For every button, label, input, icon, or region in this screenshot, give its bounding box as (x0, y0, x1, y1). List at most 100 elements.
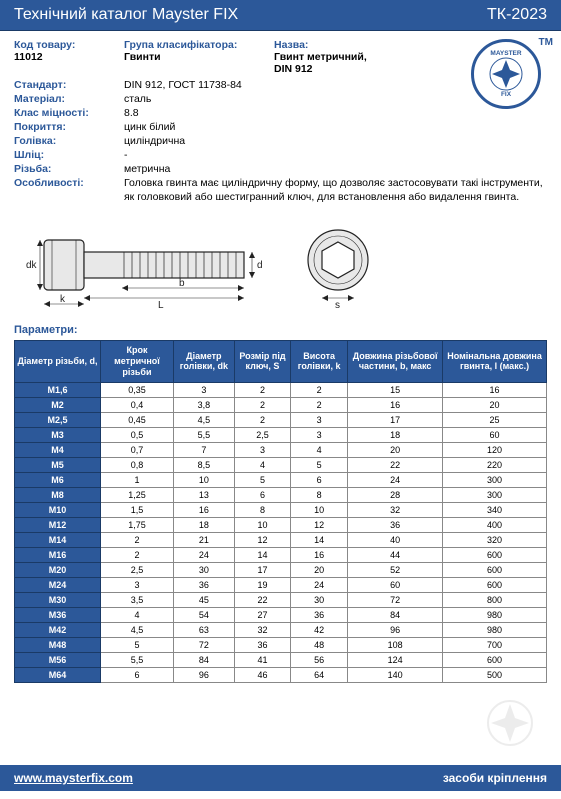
standard-label: Стандарт: (14, 79, 124, 91)
table-cell: 4,5 (101, 622, 174, 637)
table-cell: 30 (291, 592, 348, 607)
label-k: k (60, 294, 66, 305)
table-row: M40,773420120 (15, 442, 547, 457)
table-cell: 30 (173, 562, 234, 577)
col-header: Розмір під ключ, S (234, 341, 290, 382)
table-cell: 17 (348, 412, 443, 427)
table-cell: 28 (348, 487, 443, 502)
table-row: M101,51681032340 (15, 502, 547, 517)
table-cell: M12 (15, 517, 101, 532)
table-cell: 18 (348, 427, 443, 442)
footer-bar: www.maysterfix.com засоби кріплення (0, 765, 561, 791)
table-cell: M4 (15, 442, 101, 457)
table-cell: 46 (234, 667, 290, 682)
table-cell: 1,25 (101, 487, 174, 502)
col-header: Висота голівки, k (291, 341, 348, 382)
bolt-top-view: s (298, 220, 398, 310)
table-row: M565,5844156124600 (15, 652, 547, 667)
table-cell: 36 (291, 607, 348, 622)
table-cell: 8,5 (173, 457, 234, 472)
technical-diagram: dk k L b d s (0, 210, 561, 320)
head-value: циліндрична (124, 135, 185, 147)
table-row: M2,50,454,5231725 (15, 412, 547, 427)
table-cell: 2 (234, 412, 290, 427)
table-cell: M42 (15, 622, 101, 637)
name-label: Назва: (274, 39, 424, 51)
thread-label: Різьба: (14, 163, 124, 175)
table-cell: 2,5 (101, 562, 174, 577)
table-row: M81,25136828300 (15, 487, 547, 502)
header-code: ТК-2023 (487, 6, 547, 24)
logo-top: MAYSTER (474, 50, 538, 57)
table-cell: 22 (234, 592, 290, 607)
table-cell: 20 (348, 442, 443, 457)
strength-label: Клас міцності: (14, 107, 124, 119)
tm-mark: TM (539, 37, 553, 48)
table-cell: M24 (15, 577, 101, 592)
table-row: M121,7518101236400 (15, 517, 547, 532)
table-cell: 41 (234, 652, 290, 667)
table-cell: 5,5 (101, 652, 174, 667)
table-cell: 32 (234, 622, 290, 637)
table-cell: 14 (234, 547, 290, 562)
slot-value: - (124, 149, 128, 161)
table-row: M485723648108700 (15, 637, 547, 652)
table-cell: 48 (291, 637, 348, 652)
table-row: M61105624300 (15, 472, 547, 487)
table-cell: 980 (443, 622, 547, 637)
table-cell: 800 (443, 592, 547, 607)
table-cell: 8 (291, 487, 348, 502)
table-cell: 4 (101, 607, 174, 622)
table-row: M20,43,8221620 (15, 397, 547, 412)
table-cell: 18 (173, 517, 234, 532)
table-cell: 12 (234, 532, 290, 547)
table-cell: 980 (443, 607, 547, 622)
table-cell: 2 (291, 382, 348, 397)
table-cell: 1,75 (101, 517, 174, 532)
table-cell: M16 (15, 547, 101, 562)
table-cell: 17 (234, 562, 290, 577)
header-bar: Технічний каталог Mayster FIX ТК-2023 (0, 0, 561, 31)
table-cell: 120 (443, 442, 547, 457)
table-row: M303,545223072800 (15, 592, 547, 607)
table-cell: M1,6 (15, 382, 101, 397)
product-code: 11012 (14, 51, 124, 63)
slot-label: Шліц: (14, 149, 124, 161)
parameters-table: Діаметр різьби, d,Крок метричної різьбиД… (14, 340, 547, 682)
label-L: L (158, 300, 164, 310)
table-row: M36454273684980 (15, 607, 547, 622)
group-label: Група класифікатора: (124, 39, 274, 51)
watermark-icon (487, 700, 533, 751)
table-cell: M3 (15, 427, 101, 442)
table-cell: 1,5 (101, 502, 174, 517)
footer-url[interactable]: www.maysterfix.com (14, 771, 133, 785)
material-value: сталь (124, 93, 151, 105)
label-s: s (335, 300, 340, 310)
table-cell: 500 (443, 667, 547, 682)
table-cell: 96 (173, 667, 234, 682)
table-cell: 84 (173, 652, 234, 667)
table-cell: 10 (234, 517, 290, 532)
table-cell: 4 (234, 457, 290, 472)
bolt-side-view: dk k L b d (14, 220, 274, 310)
table-cell: M30 (15, 592, 101, 607)
table-cell: 72 (173, 637, 234, 652)
table-cell: 5 (291, 457, 348, 472)
table-cell: 2 (101, 532, 174, 547)
table-cell: 36 (348, 517, 443, 532)
table-cell: 2 (101, 547, 174, 562)
table-cell: 0,35 (101, 382, 174, 397)
table-cell: 3,5 (101, 592, 174, 607)
label-b: b (179, 278, 185, 289)
table-cell: 16 (173, 502, 234, 517)
table-cell: 63 (173, 622, 234, 637)
table-cell: 124 (348, 652, 443, 667)
table-cell: 6 (101, 667, 174, 682)
table-row: M14221121440320 (15, 532, 547, 547)
table-cell: 2 (234, 382, 290, 397)
table-row: M1,60,353221516 (15, 382, 547, 397)
table-cell: 3,8 (173, 397, 234, 412)
table-cell: 36 (234, 637, 290, 652)
table-cell: 600 (443, 562, 547, 577)
table-cell: 7 (173, 442, 234, 457)
